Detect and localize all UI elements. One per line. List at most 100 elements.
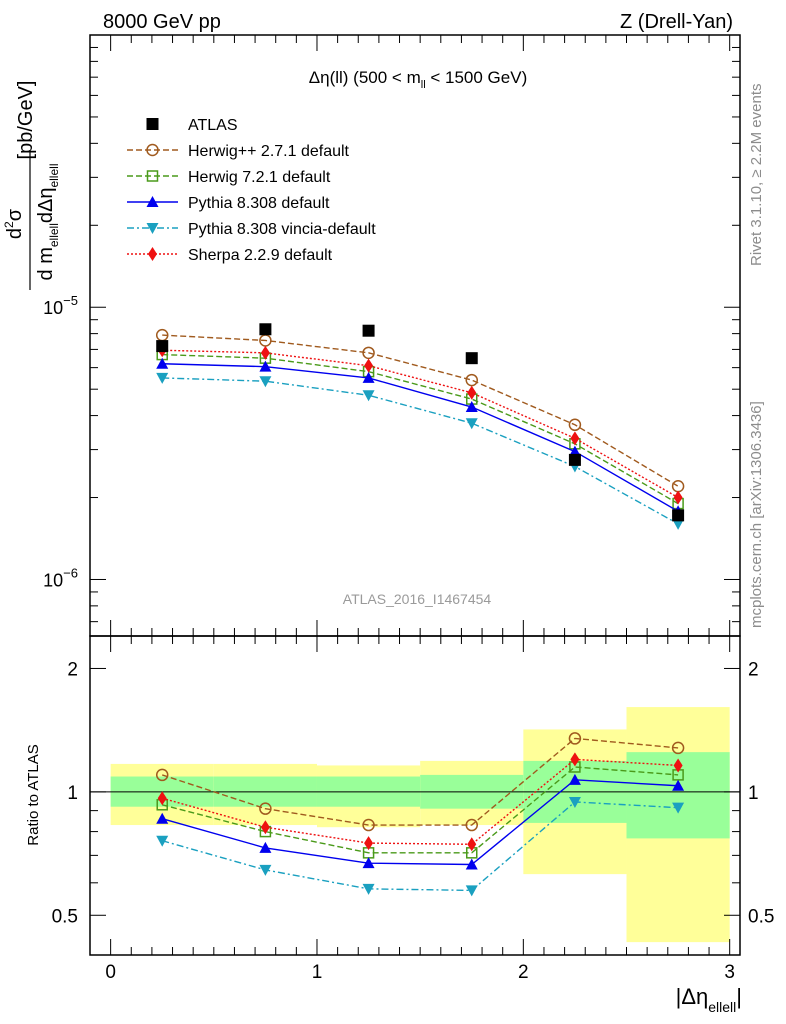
header-left: 8000 GeV pp bbox=[103, 11, 221, 33]
side-label-mcplots: mcplots.cern.ch [arXiv:1306.3436] bbox=[748, 401, 765, 628]
x-axis-label: |Δηellell| bbox=[676, 984, 742, 1015]
main-series-point bbox=[260, 345, 270, 360]
ratio-series-point bbox=[362, 857, 375, 869]
ratio-series-point bbox=[672, 779, 685, 791]
main-title-sub: ll bbox=[421, 79, 426, 91]
main-series-point bbox=[156, 372, 169, 384]
legend-marker bbox=[146, 118, 159, 130]
ratio-ytick-label-left: 2 bbox=[67, 659, 78, 680]
ylabel-den-sub1: ellell bbox=[47, 223, 61, 247]
ratio-panel: 0.5 0.5 1 1 2 2 0 1 2 3 bbox=[52, 635, 774, 983]
ratio-series-line bbox=[162, 801, 679, 892]
ratio-series-line bbox=[162, 737, 679, 826]
legend: ATLAS Herwig++ 2.7.1 default Herwig 7.2.1 … bbox=[127, 117, 376, 264]
ylabel-numerator: d2σ bbox=[2, 208, 26, 239]
ylabel-den-b: dΔη bbox=[35, 188, 57, 224]
ylabel-sup: 2 bbox=[2, 221, 16, 228]
ratio-series-line bbox=[162, 779, 679, 866]
main-series-point bbox=[156, 357, 169, 369]
ratio-xtick-label: 1 bbox=[312, 962, 323, 983]
ylabel-sigma: σ bbox=[4, 208, 26, 221]
main-series-line bbox=[162, 349, 679, 499]
main-series-point bbox=[259, 360, 272, 372]
legend-label: Pythia 8.308 default bbox=[188, 195, 330, 212]
ratio-ylabel: Ratio to ATLAS bbox=[25, 744, 42, 845]
main-series-point bbox=[465, 418, 478, 430]
ratio-frame bbox=[89, 635, 741, 956]
ratio-series-point bbox=[156, 812, 169, 824]
analysis-watermark: ATLAS_2016_I1467454 bbox=[343, 591, 492, 607]
main-series-point bbox=[362, 371, 375, 383]
xlabel-b: | bbox=[736, 984, 742, 1009]
ratio-ytick-label-right: 1 bbox=[748, 783, 759, 804]
ratio-series-point bbox=[467, 837, 477, 852]
xlabel-a: |Δη bbox=[676, 984, 709, 1009]
ratio-series-point bbox=[157, 791, 167, 806]
legend-label: Herwig 7.2.1 default bbox=[188, 169, 331, 186]
ratio-series-point bbox=[364, 836, 374, 851]
ratio-series-point bbox=[362, 883, 375, 895]
main-series-point bbox=[672, 518, 685, 530]
legend-marker bbox=[148, 247, 157, 261]
legend-label: ATLAS bbox=[188, 117, 238, 134]
ratio-series-point bbox=[568, 796, 581, 808]
main-title-a: Δη(ll) (500 < m bbox=[309, 68, 421, 87]
main-series-point bbox=[259, 323, 272, 336]
ratio-series-point bbox=[260, 820, 270, 835]
main-series-point bbox=[672, 509, 685, 522]
ylabel-denominator: d mellelldΔηellell bbox=[35, 164, 61, 281]
ratio-series-point bbox=[673, 758, 683, 773]
main-series-point bbox=[568, 445, 581, 457]
main-ytick-label-exp: −5 bbox=[63, 293, 78, 308]
ratio-ytick-label-right: 0.5 bbox=[748, 906, 774, 927]
main-series-point bbox=[467, 385, 477, 400]
main-title: Δη(ll) (500 < mll < 1500 GeV) bbox=[309, 68, 527, 91]
main-series-point bbox=[465, 352, 478, 365]
main-series-point bbox=[673, 490, 683, 505]
header-right: Z (Drell-Yan) bbox=[620, 11, 733, 33]
ratio-series-point bbox=[259, 841, 272, 853]
main-ylabel: [pb/GeV] d2σ d mellelldΔηellell bbox=[2, 81, 61, 290]
main-series-point bbox=[465, 401, 478, 413]
main-series-point bbox=[362, 390, 375, 402]
main-series-line bbox=[162, 363, 679, 512]
side-label-rivet: Rivet 3.1.10, ≥ 2.2M events bbox=[748, 84, 765, 267]
ratio-series-line bbox=[162, 766, 679, 854]
ratio-series-point bbox=[671, 741, 685, 755]
ratio-series-point bbox=[672, 802, 685, 814]
main-series-point bbox=[671, 480, 685, 493]
ratio-series-point bbox=[465, 858, 478, 870]
main-series-line bbox=[162, 377, 679, 525]
ratio-ytick-label-right: 2 bbox=[748, 659, 759, 680]
ylabel-d: d bbox=[4, 228, 26, 239]
ratio-series-point bbox=[156, 835, 169, 847]
ratio-bands bbox=[110, 707, 730, 943]
main-ytick-label-exp: −6 bbox=[63, 565, 78, 580]
main-series-point bbox=[568, 453, 581, 466]
ylabel-unit: [pb/GeV] bbox=[15, 81, 37, 160]
ylabel-den-a: d m bbox=[35, 247, 57, 280]
ratio-series-point bbox=[155, 768, 169, 782]
main-ytick-label-base: 10 bbox=[43, 570, 63, 590]
main-series-point bbox=[362, 324, 375, 337]
main-series-point bbox=[568, 418, 582, 432]
ratio-series-point bbox=[259, 864, 272, 876]
ratio-ytick-label-left: 1 bbox=[67, 783, 78, 804]
ratio-series-line bbox=[162, 758, 679, 845]
main-series-point bbox=[570, 431, 580, 446]
ratio-xtick-label: 3 bbox=[724, 962, 735, 983]
legend-marker bbox=[146, 223, 159, 234]
legend-label: Pythia 8.308 vincia-default bbox=[188, 221, 376, 238]
main-ytick-label: 10−6 bbox=[43, 565, 78, 590]
ratio-xtick-label: 0 bbox=[105, 962, 116, 983]
xlabel-sub: ellell bbox=[708, 999, 736, 1015]
ratio-ytick-label-left: 0.5 bbox=[52, 906, 78, 927]
ratio-series-point bbox=[259, 802, 272, 815]
legend-label: Sherpa 2.2.9 default bbox=[188, 247, 333, 264]
ratio-series-point bbox=[362, 818, 375, 832]
ratio-series-point bbox=[568, 732, 582, 745]
main-series-point bbox=[156, 340, 169, 353]
legend-marker bbox=[146, 143, 159, 157]
